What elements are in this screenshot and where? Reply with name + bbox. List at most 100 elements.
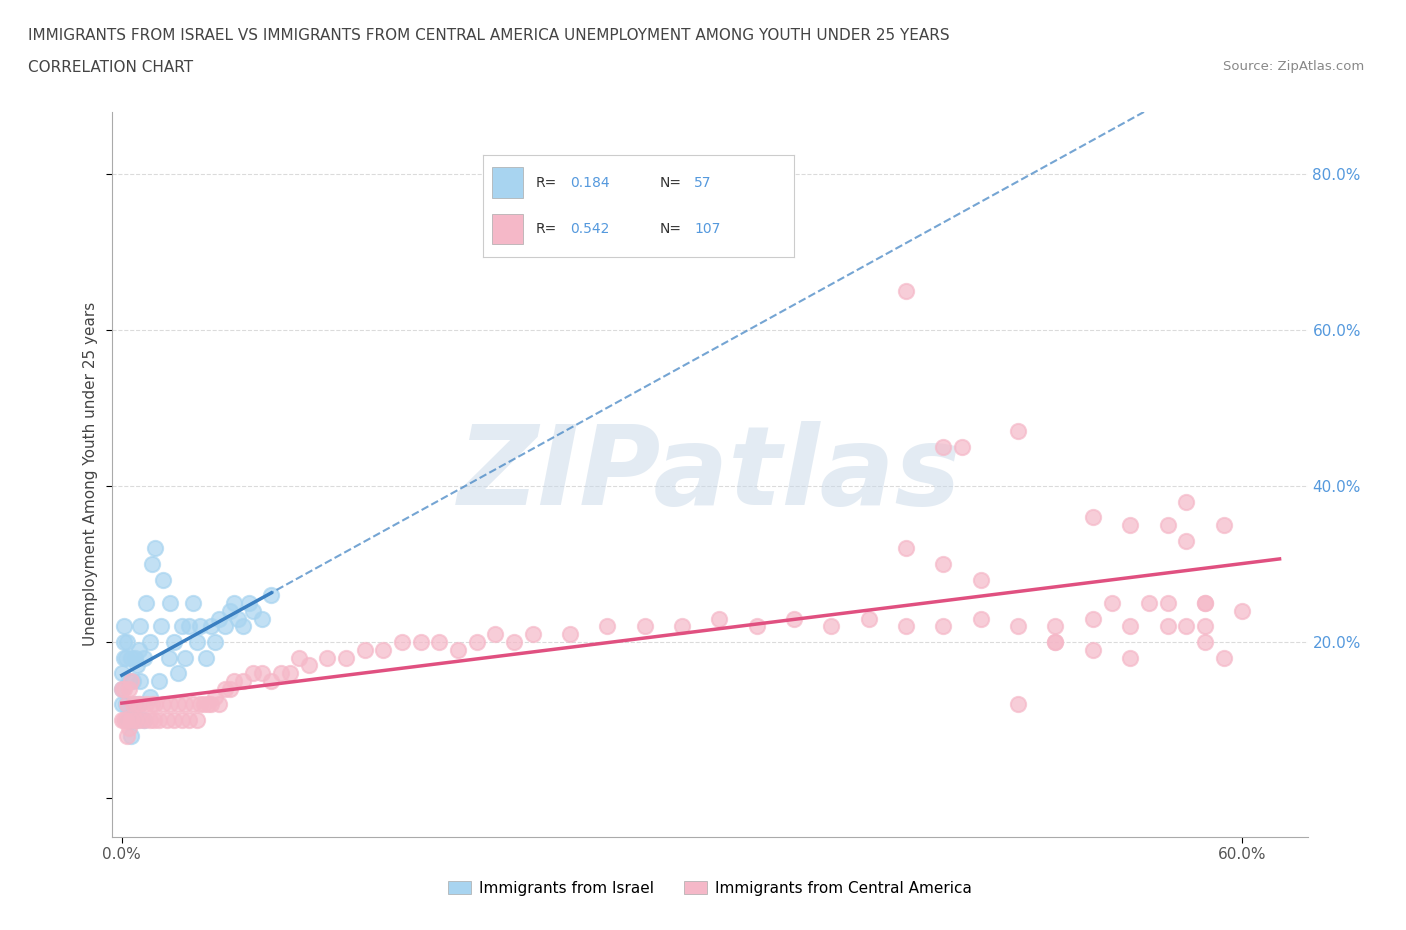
Immigrants from Central America (278, 666, 301, 681)
Immigrants from Central America (204, 689, 226, 704)
Immigrants from Israel (214, 619, 236, 634)
Immigrants from Israel (114, 697, 136, 711)
Immigrants from Central America (1101, 595, 1123, 610)
Immigrants from Israel (170, 619, 193, 634)
Immigrants from Central America (1175, 494, 1198, 509)
Immigrants from Israel (117, 712, 139, 727)
Immigrants from Central America (1175, 619, 1198, 634)
Immigrants from Israel (139, 634, 162, 649)
Immigrants from Israel (135, 595, 157, 610)
Immigrants from Israel (232, 619, 254, 634)
Legend: Immigrants from Israel, Immigrants from Central America: Immigrants from Israel, Immigrants from … (441, 874, 979, 902)
Immigrants from Israel (181, 595, 204, 610)
Immigrants from Israel (163, 634, 186, 649)
Immigrants from Israel (112, 619, 135, 634)
Immigrants from Central America (197, 697, 219, 711)
Immigrants from Central America (1007, 697, 1029, 711)
Immigrants from Central America (232, 673, 254, 688)
Immigrants from Israel (124, 697, 146, 711)
Text: Source: ZipAtlas.com: Source: ZipAtlas.com (1223, 60, 1364, 73)
Immigrants from Central America (1194, 595, 1216, 610)
Immigrants from Central America (117, 728, 139, 743)
Immigrants from Central America (166, 697, 188, 711)
Immigrants from Central America (1156, 595, 1178, 610)
Immigrants from Israel (188, 619, 211, 634)
Immigrants from Central America (634, 619, 657, 634)
Immigrants from Israel (114, 650, 136, 665)
Immigrants from Israel (118, 712, 141, 727)
Immigrants from Israel (118, 673, 141, 688)
Immigrants from Israel (124, 650, 146, 665)
Immigrants from Israel (117, 634, 139, 649)
Immigrants from Central America (152, 697, 174, 711)
Immigrants from Central America (1232, 604, 1254, 618)
Immigrants from Central America (111, 712, 134, 727)
Text: IMMIGRANTS FROM ISRAEL VS IMMIGRANTS FROM CENTRAL AMERICA UNEMPLOYMENT AMONG YOU: IMMIGRANTS FROM ISRAEL VS IMMIGRANTS FRO… (28, 28, 949, 43)
Immigrants from Israel (120, 650, 142, 665)
Immigrants from Central America (1212, 650, 1234, 665)
Immigrants from Central America (124, 712, 146, 727)
Immigrants from Central America (128, 712, 150, 727)
Immigrants from Central America (484, 627, 506, 642)
Immigrants from Central America (214, 682, 236, 697)
Immigrants from Central America (858, 611, 880, 626)
Immigrants from Central America (1045, 619, 1067, 634)
Immigrants from Central America (1156, 518, 1178, 533)
Immigrants from Israel (129, 619, 152, 634)
Immigrants from Central America (148, 712, 170, 727)
Immigrants from Central America (120, 673, 142, 688)
Immigrants from Israel (112, 650, 135, 665)
Immigrants from Central America (208, 697, 231, 711)
Immigrants from Central America (1194, 634, 1216, 649)
Immigrants from Israel (128, 643, 150, 658)
Immigrants from Central America (932, 440, 955, 455)
Immigrants from Israel (134, 650, 156, 665)
Immigrants from Central America (117, 697, 139, 711)
Immigrants from Israel (148, 673, 170, 688)
Immigrants from Central America (200, 697, 222, 711)
Immigrants from Central America (353, 643, 375, 658)
Immigrants from Central America (522, 627, 544, 642)
Immigrants from Central America (156, 712, 179, 727)
Immigrants from Central America (1119, 518, 1142, 533)
Immigrants from Central America (950, 440, 973, 455)
Immigrants from Central America (142, 712, 165, 727)
Immigrants from Central America (186, 712, 208, 727)
Immigrants from Central America (177, 712, 200, 727)
Immigrants from Central America (114, 712, 136, 727)
Immigrants from Israel (122, 712, 145, 727)
Immigrants from Israel (145, 541, 167, 556)
Immigrants from Israel (177, 619, 200, 634)
Text: CORRELATION CHART: CORRELATION CHART (28, 60, 193, 75)
Immigrants from Israel (208, 611, 231, 626)
Immigrants from Israel (128, 697, 150, 711)
Immigrants from Central America (1212, 518, 1234, 533)
Immigrants from Israel (122, 673, 145, 688)
Immigrants from Central America (222, 673, 245, 688)
Immigrants from Israel (194, 650, 217, 665)
Immigrants from Israel (112, 634, 135, 649)
Immigrants from Central America (242, 666, 264, 681)
Immigrants from Central America (894, 541, 917, 556)
Immigrants from Central America (335, 650, 357, 665)
Immigrants from Israel (141, 556, 163, 571)
Immigrants from Israel (204, 634, 226, 649)
Immigrants from Central America (122, 697, 145, 711)
Immigrants from Israel (139, 689, 162, 704)
Immigrants from Israel (159, 595, 181, 610)
Immigrants from Central America (894, 619, 917, 634)
Immigrants from Central America (894, 284, 917, 299)
Immigrants from Central America (118, 721, 141, 736)
Immigrants from Central America (391, 634, 413, 649)
Immigrants from Central America (671, 619, 693, 634)
Immigrants from Central America (250, 666, 273, 681)
Immigrants from Israel (152, 572, 174, 587)
Immigrants from Central America (170, 712, 193, 727)
Immigrants from Central America (1045, 634, 1067, 649)
Immigrants from Israel (219, 604, 242, 618)
Immigrants from Central America (219, 682, 242, 697)
Immigrants from Israel (150, 619, 173, 634)
Immigrants from Central America (181, 697, 204, 711)
Immigrants from Central America (970, 572, 993, 587)
Immigrants from Central America (1175, 533, 1198, 548)
